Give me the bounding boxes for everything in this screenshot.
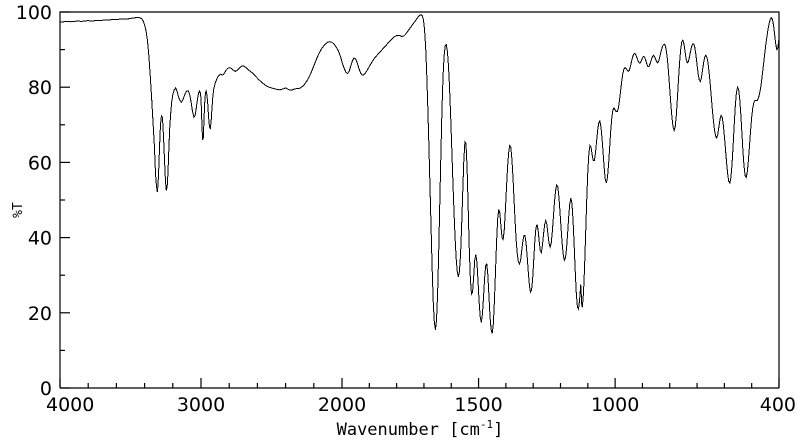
y-tick-label: 80 [28,77,52,99]
y-axis-tick-labels: 0 20 40 60 80 100 [16,2,52,400]
transmittance-curve [60,14,780,334]
y-axis-ticks [60,11,70,389]
spectrum-trace [60,14,780,334]
x-tick-label: 2000 [318,394,366,416]
y-tick-label: 100 [16,2,52,24]
y-tick-label: 0 [40,378,52,400]
x-axis-tick-labels: 4000 3000 2000 1500 1000 400 [46,394,796,416]
y-tick-label: 40 [28,228,52,250]
x-axis-title: Wavenumber [cm-1] [337,418,504,440]
x-title-main: Wavenumber [cm [337,420,480,440]
x-tick-label: 1000 [591,394,639,416]
x-tick-label: 3000 [177,394,225,416]
x-tick-label: 4000 [46,394,94,416]
axis-titles: Wavenumber [cm-1] %T [11,202,503,440]
x-title-superscript: -1 [480,418,493,431]
y-axis-title: %T [11,202,26,218]
x-title-tail: ] [493,420,503,440]
y-tick-label: 20 [28,303,52,325]
y-tick-label: 60 [28,152,52,174]
x-tick-label: 1500 [454,394,502,416]
x-axis-ticks [59,378,780,388]
x-tick-label: 400 [760,394,796,416]
